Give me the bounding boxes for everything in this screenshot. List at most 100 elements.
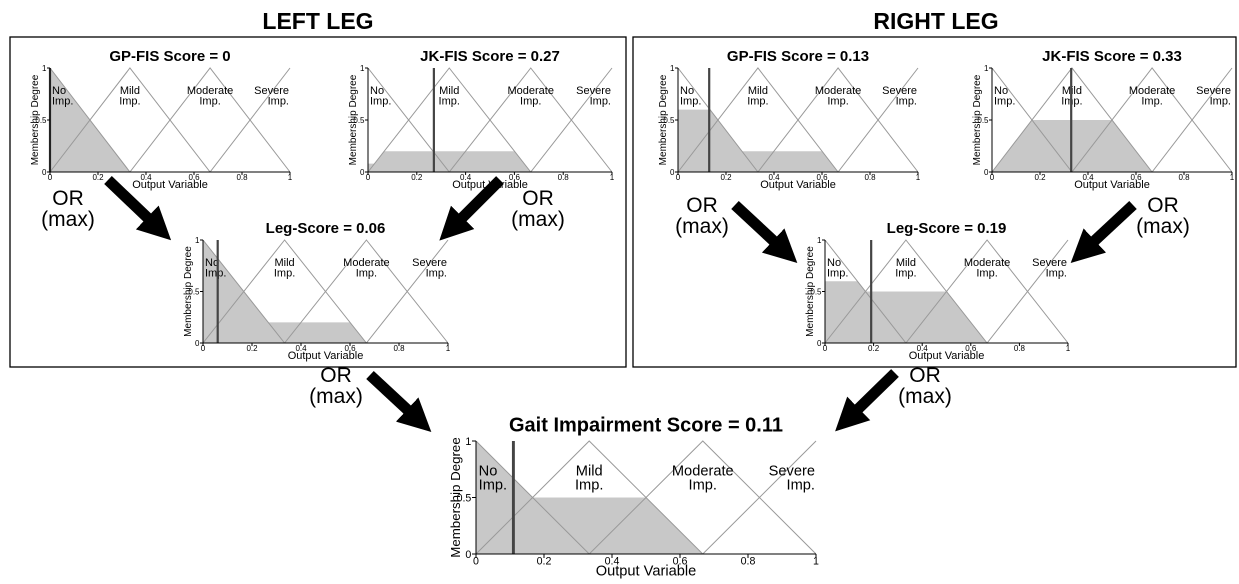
- x-tick-label: 0.2: [92, 173, 104, 182]
- panel-title: RIGHT LEG: [873, 8, 998, 34]
- set-label: No Imp.: [52, 85, 73, 107]
- set-label: No Imp.: [994, 85, 1015, 107]
- set-label: Severe Imp.: [1196, 85, 1231, 107]
- x-tick-label: 0.8: [236, 173, 248, 182]
- left-leg-box: [9, 36, 627, 368]
- x-axis-label: Output Variable: [760, 179, 836, 191]
- x-tick-label: 0.6: [509, 173, 521, 182]
- set-label: Moderate Imp.: [815, 85, 861, 107]
- y-tick-label: 0.5: [353, 116, 365, 125]
- chart-title: JK-FIS Score = 0.27: [420, 48, 560, 65]
- y-axis-label: Membership Degree: [972, 74, 983, 165]
- arrow: [439, 176, 504, 241]
- arrow: [104, 176, 172, 241]
- arrow-label: OR: [909, 364, 941, 387]
- set-label: Moderate Imp.: [672, 464, 734, 494]
- y-tick-label: 1: [670, 64, 675, 73]
- y-tick-label: 0.5: [35, 116, 47, 125]
- x-tick-label: 0: [366, 173, 371, 182]
- aggregated-area: [825, 281, 1068, 343]
- chart-title: Gait Impairment Score = 0.11: [509, 415, 783, 437]
- set-label: Severe Imp.: [254, 85, 289, 107]
- x-axis-label: Output Variable: [1074, 179, 1150, 191]
- arrow-label: (max): [511, 208, 565, 231]
- set-label: Moderate Imp.: [508, 85, 554, 107]
- aggregated-area: [678, 109, 918, 172]
- x-tick-label: 0.4: [605, 556, 620, 568]
- x-tick-label: 0.2: [411, 173, 423, 182]
- x-tick-label: 0.2: [720, 173, 732, 182]
- arrow-label: OR: [320, 364, 352, 387]
- y-tick-label: 1: [465, 436, 471, 448]
- y-tick-label: 0: [360, 168, 365, 177]
- x-tick-label: 1: [288, 173, 293, 182]
- x-tick-label: 0.8: [741, 556, 756, 568]
- x-tick-label: 0.8: [1014, 344, 1026, 353]
- x-tick-label: 0.2: [1034, 173, 1046, 182]
- aggregated-area: [50, 68, 290, 172]
- y-tick-label: 0: [42, 168, 47, 177]
- y-tick-label: 0.5: [188, 288, 200, 297]
- y-tick-label: 0: [195, 339, 200, 348]
- chart-title: Leg-Score = 0.06: [266, 220, 386, 237]
- x-tick-label: 0.4: [460, 173, 472, 182]
- y-tick-label: 1: [984, 64, 989, 73]
- y-axis-label: Membership Degree: [183, 246, 194, 337]
- x-tick-label: 0.8: [864, 173, 876, 182]
- y-axis-label: Membership Degree: [448, 437, 463, 557]
- y-tick-label: 0.5: [810, 288, 822, 297]
- set-label: Severe Imp.: [882, 85, 917, 107]
- y-tick-label: 0.5: [977, 116, 989, 125]
- aggregated-area: [368, 151, 612, 172]
- arrow: [835, 369, 899, 432]
- x-tick-label: 1: [916, 173, 921, 182]
- x-tick-label: 0.4: [917, 344, 929, 353]
- arrow: [1070, 200, 1137, 263]
- x-axis-label: Output Variable: [452, 179, 528, 191]
- x-tick-label: 0.2: [246, 344, 258, 353]
- x-tick-label: 0.6: [188, 173, 200, 182]
- arrow-label: (max): [898, 385, 952, 408]
- x-tick-label: 1: [1230, 173, 1235, 182]
- x-axis-label: Output Variable: [909, 350, 985, 362]
- x-tick-label: 0.4: [768, 173, 780, 182]
- aggregated-area: [992, 120, 1232, 172]
- x-tick-label: 0: [823, 344, 828, 353]
- x-tick-label: 0: [990, 173, 995, 182]
- chart-title: Leg-Score = 0.19: [887, 220, 1007, 237]
- x-tick-label: 0.6: [816, 173, 828, 182]
- panel-title: LEFT LEG: [262, 8, 373, 34]
- chart-title: GP-FIS Score = 0.13: [727, 48, 869, 65]
- x-tick-label: 1: [446, 344, 451, 353]
- x-axis-label: Output Variable: [288, 350, 364, 362]
- x-tick-label: 1: [813, 556, 819, 568]
- arrow-label: (max): [41, 208, 95, 231]
- arrow-label: OR: [686, 194, 718, 217]
- x-tick-label: 1: [610, 173, 615, 182]
- set-label: Severe Imp.: [769, 464, 815, 494]
- chart-title: GP-FIS Score = 0: [109, 48, 230, 65]
- y-tick-label: 0.5: [663, 116, 675, 125]
- arrow-label: OR: [52, 187, 84, 210]
- y-axis-label: Membership Degree: [30, 74, 41, 165]
- arrow-label: (max): [675, 215, 729, 238]
- set-label: No Imp.: [680, 85, 701, 107]
- x-tick-label: 0: [676, 173, 681, 182]
- set-label: Moderate Imp.: [187, 85, 233, 107]
- y-tick-label: 0: [817, 339, 822, 348]
- x-axis-label: Output Variable: [596, 563, 697, 579]
- y-axis-label: Membership Degree: [658, 74, 669, 165]
- arrows: [104, 176, 1137, 432]
- set-label: No Imp.: [479, 464, 507, 494]
- y-tick-label: 1: [360, 64, 365, 73]
- set-label: Severe Imp.: [1032, 257, 1067, 279]
- y-tick-label: 1: [817, 236, 822, 245]
